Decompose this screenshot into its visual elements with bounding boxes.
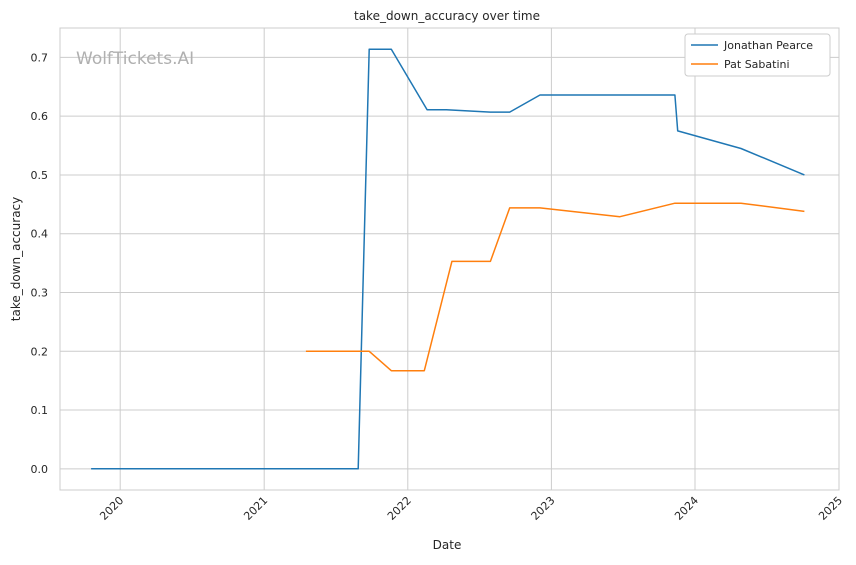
legend-label-pat-sabatini: Pat Sabatini — [724, 58, 790, 71]
x-axis-label: Date — [433, 538, 462, 552]
y-tick-label: 0.4 — [31, 228, 49, 241]
watermark: WolfTickets.AI — [76, 49, 194, 69]
series-lines — [91, 48, 805, 470]
y-tick-label: 0.2 — [31, 345, 49, 358]
y-tick-label: 0.6 — [31, 110, 49, 123]
series-line-pat-sabatini — [305, 202, 805, 372]
y-tick-label: 0.5 — [31, 169, 49, 182]
y-tick-label: 0.1 — [31, 404, 49, 417]
y-tick-label: 0.0 — [31, 463, 49, 476]
y-axis-label: take_down_accuracy — [9, 197, 23, 321]
legend-label-jonathan-pearce: Jonathan Pearce — [723, 39, 813, 52]
legend-box — [684, 33, 831, 77]
y-tick-label: 0.3 — [31, 287, 49, 300]
series-line-jonathan-pearce — [91, 48, 805, 470]
y-tick-label: 0.7 — [31, 51, 49, 64]
legend: Jonathan Pearce Pat Sabatini — [684, 33, 831, 77]
chart-title: take_down_accuracy over time — [354, 9, 540, 23]
plot-frame — [59, 27, 840, 491]
